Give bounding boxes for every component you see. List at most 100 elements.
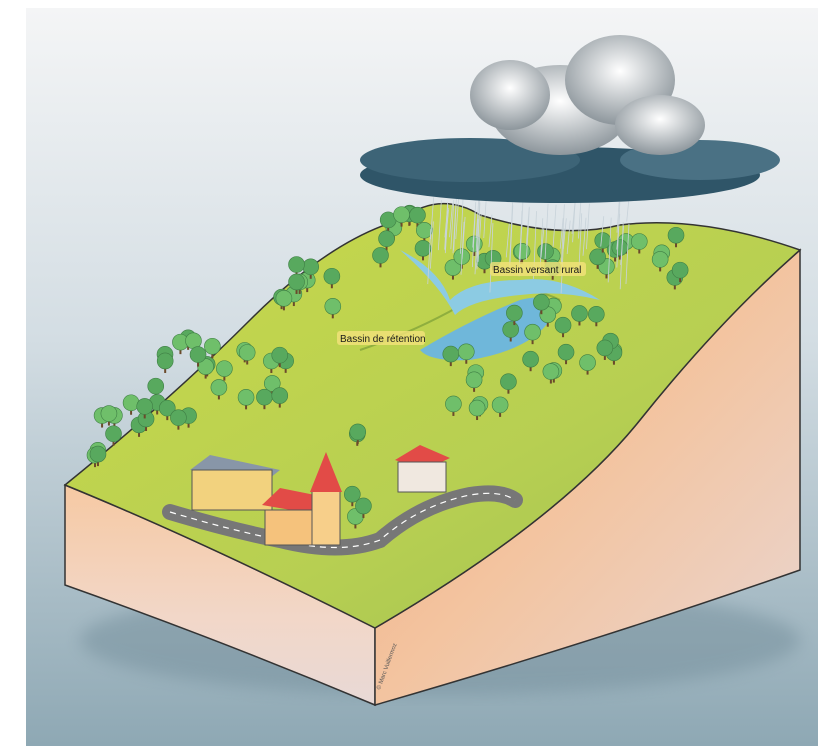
cloud-base [360, 138, 580, 182]
raindrop [566, 220, 571, 255]
tree-crown [442, 345, 460, 363]
raindrop [616, 202, 621, 268]
tree-crown [288, 256, 305, 273]
tree-crown [533, 293, 550, 311]
raindrop [488, 214, 493, 248]
tree-crown [216, 360, 233, 377]
raindrop [474, 218, 479, 275]
tree-crown [416, 221, 433, 239]
raindrop [450, 200, 455, 250]
raindrop [559, 218, 564, 249]
raindrop [552, 204, 557, 247]
farmhouse [395, 445, 450, 493]
tree-crown [288, 273, 305, 291]
raindrop [509, 202, 513, 266]
tree-crown [372, 247, 389, 264]
tree-crown [349, 423, 367, 441]
tree-crown [204, 337, 221, 355]
tree-crown [256, 388, 273, 406]
label-backdrop [490, 262, 586, 276]
raindrop [582, 217, 587, 256]
raindrop [562, 218, 567, 249]
road-marking [169, 492, 516, 549]
raindrop [460, 190, 464, 254]
raindrop [518, 224, 523, 259]
tree-crown [275, 290, 293, 307]
tree-crown [594, 232, 612, 249]
tree-crown [156, 352, 174, 370]
tree-crown [588, 305, 605, 323]
tree-crown [589, 248, 606, 266]
tree-crown [524, 323, 541, 341]
tree-crown [355, 497, 372, 515]
raindrop [540, 226, 545, 258]
raindrop [455, 195, 460, 240]
tree-crown [596, 339, 614, 357]
tree-crown [611, 239, 629, 256]
raindrop [429, 221, 434, 269]
label: Bassin de rétention [340, 334, 426, 345]
raindrop [449, 203, 453, 238]
raindrop [625, 223, 630, 284]
tree-crown [271, 346, 289, 364]
spire [310, 452, 342, 492]
raindrop [427, 229, 432, 285]
tree-crown [271, 387, 289, 404]
tree-crown [513, 243, 531, 260]
raindrop [544, 203, 549, 260]
raindrop [509, 205, 514, 267]
tree-crown [491, 396, 509, 414]
tree-crown [502, 321, 519, 338]
tree-crown [100, 405, 118, 422]
raindrop [477, 214, 482, 262]
tree-crown [571, 305, 588, 322]
rain [427, 189, 631, 294]
raindrop [430, 197, 435, 240]
stream [400, 250, 600, 315]
tree-crown [210, 379, 228, 396]
tree-crown [324, 298, 342, 315]
tree-crown [500, 373, 517, 390]
raindrop [586, 203, 590, 250]
tree-crown [414, 240, 432, 257]
raindrop [476, 202, 481, 270]
raindrop [505, 223, 510, 258]
tree-crown [263, 375, 281, 392]
raindrop [525, 207, 530, 260]
trees [86, 204, 689, 529]
tree-crown [378, 230, 395, 247]
cloud-puff [615, 95, 705, 155]
tree-crown [344, 485, 361, 503]
raindrop [472, 202, 477, 248]
tree-crown [579, 354, 596, 371]
tree-crown [197, 358, 214, 375]
raindrop [475, 194, 480, 238]
label-backdrop [337, 331, 425, 345]
tree-crown [189, 346, 207, 363]
raindrop [437, 200, 442, 251]
tree-crown [409, 206, 426, 224]
tree-crown [557, 343, 575, 361]
tree-crown [147, 377, 165, 395]
cloud [360, 35, 780, 203]
tree-crown [158, 399, 176, 417]
tree-crown [89, 445, 107, 463]
tree-crown [522, 350, 539, 368]
tree-crown [506, 304, 523, 322]
raindrop [620, 225, 625, 265]
tree-crown [136, 398, 154, 415]
tree-crown [170, 409, 187, 426]
label: Bassin versant rural [493, 265, 581, 276]
tree-crown [323, 267, 341, 285]
raindrop [461, 216, 466, 259]
tree-crown [237, 389, 255, 406]
raindrop [452, 202, 457, 254]
tree-crown [630, 233, 648, 250]
tree-crown [238, 344, 256, 361]
tree-crown [105, 425, 122, 443]
tree-crown [468, 399, 486, 417]
raindrop [607, 217, 612, 283]
tree-crown [554, 316, 572, 334]
raindrop [444, 204, 449, 238]
